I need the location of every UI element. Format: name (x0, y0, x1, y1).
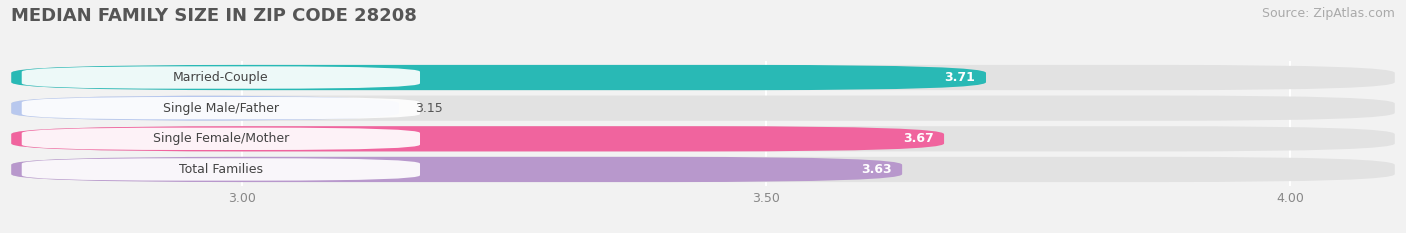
FancyBboxPatch shape (21, 128, 420, 150)
FancyBboxPatch shape (11, 157, 903, 182)
Text: 3.63: 3.63 (860, 163, 891, 176)
FancyBboxPatch shape (21, 158, 420, 181)
Text: 3.71: 3.71 (945, 71, 976, 84)
Text: Source: ZipAtlas.com: Source: ZipAtlas.com (1261, 7, 1395, 20)
Text: Married-Couple: Married-Couple (173, 71, 269, 84)
FancyBboxPatch shape (11, 65, 986, 90)
FancyBboxPatch shape (11, 96, 1395, 121)
Text: Total Families: Total Families (179, 163, 263, 176)
Text: 3.67: 3.67 (903, 132, 934, 145)
FancyBboxPatch shape (11, 126, 943, 151)
Text: MEDIAN FAMILY SIZE IN ZIP CODE 28208: MEDIAN FAMILY SIZE IN ZIP CODE 28208 (11, 7, 418, 25)
Text: Single Female/Mother: Single Female/Mother (153, 132, 290, 145)
FancyBboxPatch shape (21, 97, 420, 119)
Text: 3.15: 3.15 (415, 102, 443, 115)
Text: Single Male/Father: Single Male/Father (163, 102, 278, 115)
FancyBboxPatch shape (11, 96, 399, 121)
FancyBboxPatch shape (21, 66, 420, 89)
FancyBboxPatch shape (11, 126, 1395, 151)
FancyBboxPatch shape (11, 157, 1395, 182)
FancyBboxPatch shape (11, 65, 1395, 90)
